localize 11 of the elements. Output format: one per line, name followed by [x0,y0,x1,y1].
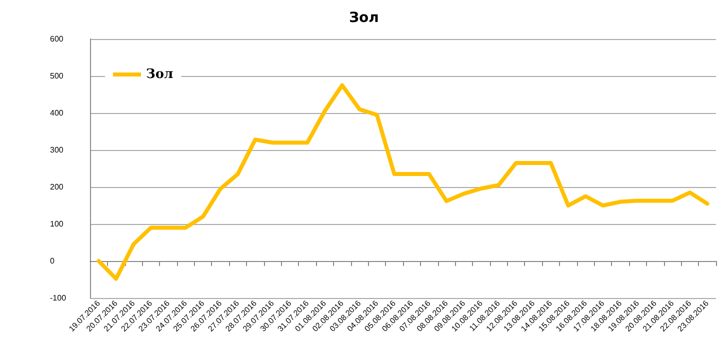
y-tick-label: 500 [50,72,64,80]
y-tick-label: 300 [50,146,64,154]
line-series [96,83,710,281]
chart-title: Зол [349,10,379,26]
y-tick-label: 0 [50,256,55,266]
y-tick-label: -100 [50,294,67,302]
legend-label: Зол [146,67,174,82]
y-tick-label: 200 [50,182,64,192]
y-tick-label: 400 [50,108,64,118]
y-tick-label: 600 [50,34,64,44]
y-tick-label: 100 [50,220,64,228]
